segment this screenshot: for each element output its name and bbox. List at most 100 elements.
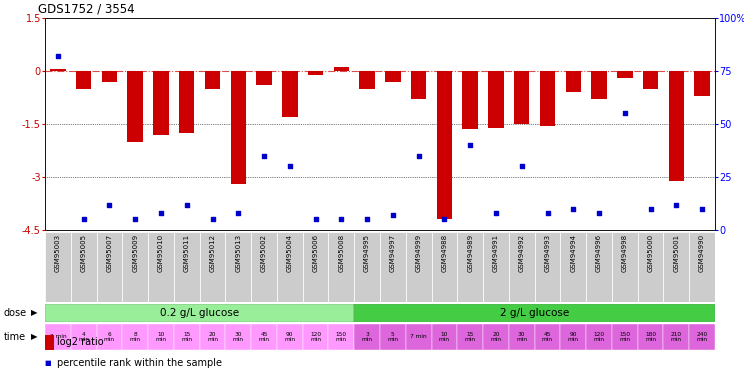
Bar: [122, 232, 148, 302]
Text: 7 min: 7 min: [411, 334, 427, 339]
Text: 30
min: 30 min: [233, 332, 244, 342]
Text: 120
min: 120 min: [594, 332, 605, 342]
Point: [155, 210, 167, 216]
Bar: [45, 304, 354, 322]
Bar: [638, 324, 664, 350]
Text: GSM95009: GSM95009: [132, 234, 138, 272]
Bar: [97, 232, 122, 302]
Text: 30
min: 30 min: [516, 332, 527, 342]
Text: GSM94989: GSM94989: [467, 234, 473, 272]
Text: GSM95013: GSM95013: [235, 234, 241, 272]
Point: [284, 164, 296, 170]
Bar: [689, 232, 715, 302]
Point: [593, 210, 605, 216]
Bar: [591, 71, 607, 99]
Text: GSM95012: GSM95012: [210, 234, 216, 272]
Text: 0.2 g/L glucose: 0.2 g/L glucose: [160, 308, 239, 318]
Text: GSM94991: GSM94991: [493, 234, 499, 272]
Text: GSM94998: GSM94998: [622, 234, 628, 272]
Bar: [71, 232, 97, 302]
Text: log2 ratio: log2 ratio: [57, 338, 103, 347]
Text: GSM95005: GSM95005: [80, 234, 86, 272]
Text: GSM94999: GSM94999: [416, 234, 422, 272]
Text: GSM94990: GSM94990: [699, 234, 705, 272]
Text: 180
min: 180 min: [645, 332, 656, 342]
Text: time: time: [4, 332, 26, 342]
Bar: [535, 324, 560, 350]
Point: [490, 210, 502, 216]
Text: 10
min: 10 min: [439, 332, 450, 342]
Point: [77, 216, 89, 222]
Bar: [225, 232, 251, 302]
Bar: [328, 232, 354, 302]
Bar: [205, 71, 220, 88]
Point: [464, 142, 476, 148]
Bar: [251, 324, 277, 350]
Bar: [148, 232, 174, 302]
Bar: [539, 71, 555, 126]
Point: [413, 153, 425, 159]
Bar: [617, 71, 632, 78]
Bar: [45, 324, 71, 350]
Bar: [638, 232, 664, 302]
Bar: [102, 71, 117, 82]
Bar: [612, 324, 638, 350]
Bar: [153, 71, 169, 135]
Bar: [308, 71, 324, 75]
Text: 20
min: 20 min: [207, 332, 218, 342]
Point: [181, 201, 193, 207]
Bar: [199, 232, 225, 302]
Bar: [380, 324, 405, 350]
Bar: [76, 71, 92, 88]
Text: GSM95007: GSM95007: [106, 234, 112, 272]
Text: GSM94996: GSM94996: [596, 234, 602, 272]
Bar: [437, 71, 452, 219]
Text: GSM95006: GSM95006: [312, 234, 318, 272]
Bar: [282, 71, 298, 117]
Point: [310, 216, 321, 222]
Text: dose: dose: [4, 308, 27, 318]
Point: [361, 216, 373, 222]
Bar: [405, 324, 432, 350]
Bar: [664, 324, 689, 350]
Text: GSM95011: GSM95011: [184, 234, 190, 272]
Bar: [586, 232, 612, 302]
Text: 45
min: 45 min: [258, 332, 269, 342]
Text: percentile rank within the sample: percentile rank within the sample: [57, 358, 222, 368]
Bar: [50, 69, 65, 71]
Point: [670, 201, 682, 207]
Point: [336, 216, 347, 222]
Bar: [303, 324, 328, 350]
Text: 90
min: 90 min: [568, 332, 579, 342]
Bar: [127, 71, 143, 142]
Bar: [586, 324, 612, 350]
Text: 150
min: 150 min: [619, 332, 630, 342]
Text: GSM95003: GSM95003: [55, 234, 61, 272]
Text: GSM95001: GSM95001: [673, 234, 679, 272]
Text: 6
min: 6 min: [104, 332, 115, 342]
Bar: [669, 71, 684, 180]
Bar: [463, 71, 478, 129]
Bar: [664, 232, 689, 302]
Point: [103, 201, 115, 207]
Point: [516, 164, 527, 170]
Point: [52, 53, 64, 59]
Point: [568, 206, 580, 212]
Text: 120
min: 120 min: [310, 332, 321, 342]
Point: [129, 216, 141, 222]
Text: GSM95004: GSM95004: [286, 234, 293, 272]
Text: GSM94997: GSM94997: [390, 234, 396, 272]
Bar: [359, 71, 375, 88]
Bar: [354, 304, 715, 322]
Text: 5
min: 5 min: [388, 332, 398, 342]
Bar: [432, 324, 458, 350]
Bar: [694, 71, 710, 96]
Bar: [231, 71, 246, 184]
Text: GSM94993: GSM94993: [545, 234, 551, 272]
Point: [696, 206, 708, 212]
Bar: [354, 324, 380, 350]
Text: GSM94994: GSM94994: [570, 234, 577, 272]
Text: ▶: ▶: [31, 333, 37, 342]
Text: GSM94995: GSM94995: [364, 234, 370, 272]
Bar: [565, 71, 581, 92]
